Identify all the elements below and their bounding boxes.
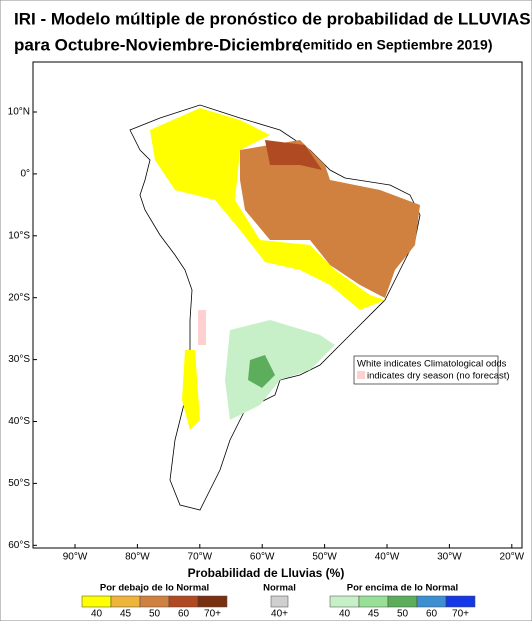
- legend: Probabilidad de Lluvias (%) Por debajo de…: [81, 566, 476, 620]
- note-box: [353, 355, 499, 385]
- wet-deficit: [240, 140, 420, 298]
- legend-label: 50: [149, 609, 161, 620]
- west-dry: [182, 350, 200, 430]
- legend-swatch: [416, 595, 447, 608]
- legend-label: 45: [368, 609, 380, 620]
- map: White indicates Climatological odds indi…: [32, 61, 523, 549]
- note: indicates dry season (no forecast): [367, 371, 510, 382]
- legend-label: 50: [397, 609, 409, 620]
- legend-swatch: [168, 595, 199, 608]
- lat-label: 0°: [20, 169, 30, 180]
- legend-swatch: [197, 595, 228, 608]
- wet-excess-strong: [248, 355, 275, 388]
- legend-label: 70+: [204, 609, 221, 620]
- legend-swatch: [358, 595, 389, 608]
- legend-group: Por encima de lo Normal: [347, 583, 458, 594]
- title: IRI - Modelo múltiple de pronóstico de p…: [14, 9, 531, 28]
- dry-area: [150, 108, 385, 310]
- lat-label: 10°N: [8, 107, 30, 118]
- legend-label: 45: [120, 609, 132, 620]
- lat-label: 30°S: [8, 354, 30, 365]
- wet-excess: [225, 320, 335, 420]
- lon-label: 90°W: [63, 552, 88, 563]
- lon-label: 70°W: [188, 552, 213, 563]
- legend-swatch: [139, 595, 170, 608]
- legend-swatch: [445, 595, 476, 608]
- legend-label: 40+: [271, 609, 288, 620]
- lat-label: 20°S: [8, 292, 30, 303]
- lon-label: 20°W: [500, 552, 525, 563]
- wet-deficit-strong: [265, 140, 322, 170]
- subtitle: para Octubre-Noviembre-Diciembre: [14, 35, 301, 54]
- legend-swatch: [329, 595, 360, 608]
- axes: 10°N 0° 10°S 20°S 30°S 40°S 50°S 60°S 90°W 80°W 70…: [8, 107, 525, 563]
- legend-swatch: [270, 595, 289, 608]
- lon-label: 60°W: [250, 552, 275, 563]
- legend-swatch: [110, 595, 141, 608]
- legend-label: 60: [426, 609, 438, 620]
- legend-title: Probabilidad de Lluvias (%): [188, 566, 345, 580]
- lon-label: 80°W: [125, 552, 150, 563]
- lat-label: 60°S: [8, 540, 30, 551]
- lon-label: 40°W: [375, 552, 400, 563]
- dry-season: [198, 310, 206, 345]
- legend-label: 70+: [452, 609, 469, 620]
- lat-label: 50°S: [8, 478, 30, 489]
- note-swatch: [357, 371, 365, 379]
- legend-label: 60: [178, 609, 190, 620]
- legend-swatch: [387, 595, 418, 608]
- lat-label: 40°S: [8, 416, 30, 427]
- lat-label: 10°S: [8, 230, 30, 241]
- legend-group: Por debajo de lo Normal: [100, 583, 209, 594]
- legend-label: 40: [91, 609, 103, 620]
- legend-group: Normal: [263, 583, 296, 594]
- lon-label: 30°W: [437, 552, 462, 563]
- lon-label: 50°W: [312, 552, 337, 563]
- issued: (emitido en Septiembre 2019): [298, 37, 493, 53]
- legend-swatch: [81, 595, 112, 608]
- note: White indicates Climatological odds: [357, 359, 507, 370]
- legend-label: 40: [339, 609, 351, 620]
